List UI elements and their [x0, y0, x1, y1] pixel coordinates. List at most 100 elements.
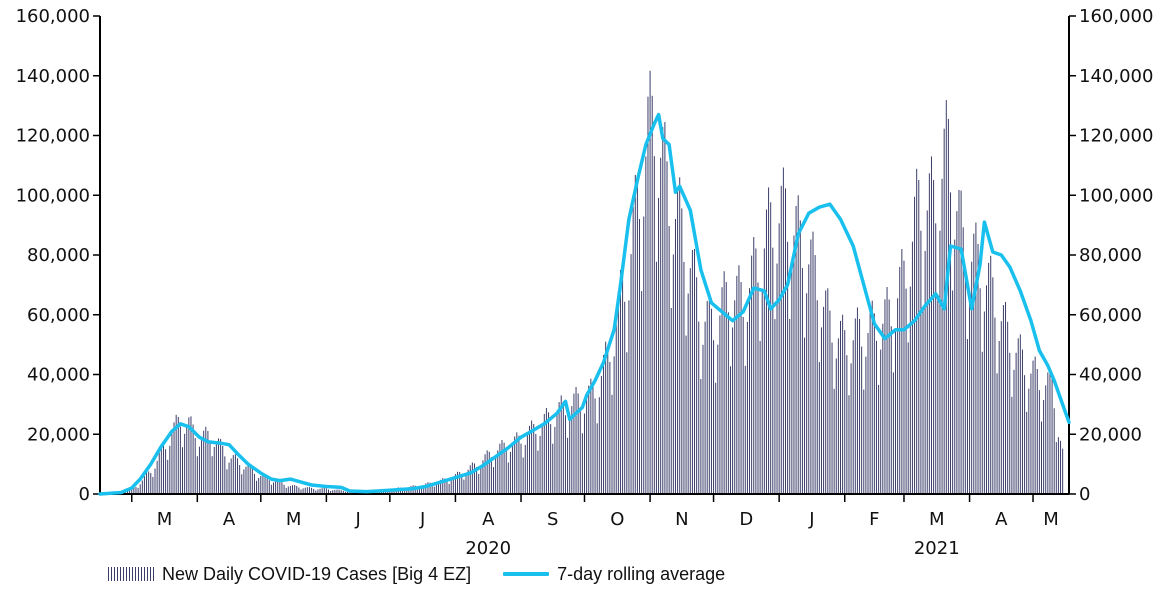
daily-case-bar — [340, 490, 342, 494]
daily-case-bar — [823, 306, 825, 494]
y-tick-label-left: 100,000 — [16, 185, 90, 206]
daily-case-bar — [1032, 360, 1034, 494]
daily-case-bar — [763, 248, 765, 494]
daily-case-bar — [562, 401, 564, 494]
daily-case-bar — [687, 293, 689, 494]
daily-case-bar — [448, 483, 450, 494]
daily-case-bar — [816, 300, 818, 494]
daily-case-bar — [880, 349, 882, 494]
daily-case-bar — [143, 476, 145, 494]
daily-case-bar — [457, 471, 459, 494]
daily-case-bar — [560, 395, 562, 494]
daily-case-bar — [141, 480, 143, 494]
daily-case-bar — [914, 196, 916, 494]
daily-case-bar — [795, 205, 797, 495]
daily-case-bar — [1000, 321, 1002, 494]
daily-case-bar — [842, 314, 844, 494]
daily-case-bar — [829, 310, 831, 494]
daily-case-bar — [810, 239, 812, 494]
daily-case-bar — [903, 260, 905, 494]
daily-case-bar — [964, 272, 966, 494]
daily-case-bar — [704, 321, 706, 494]
daily-case-bar — [497, 450, 499, 494]
daily-case-bar — [302, 488, 304, 494]
daily-case-bar — [774, 319, 776, 494]
daily-case-bar — [778, 223, 780, 494]
daily-case-bar — [920, 230, 922, 494]
daily-case-bar — [588, 385, 590, 494]
daily-case-bar — [1038, 390, 1040, 494]
daily-case-bar — [548, 412, 550, 494]
x-tick-label: D — [739, 509, 753, 530]
daily-case-bar — [630, 254, 632, 494]
daily-case-bar — [435, 484, 437, 494]
daily-case-bar — [655, 261, 657, 494]
daily-case-bar — [281, 482, 283, 494]
daily-case-bar — [528, 425, 530, 494]
daily-case-bar — [689, 268, 691, 494]
daily-cases-bars — [120, 70, 1064, 495]
daily-case-bar — [708, 292, 710, 494]
daily-case-bar — [184, 433, 186, 494]
daily-case-bar — [907, 342, 909, 494]
daily-case-bar — [545, 407, 547, 494]
daily-case-bar — [878, 384, 880, 494]
daily-case-bar — [1028, 388, 1030, 494]
y-tick-label-left: 80,000 — [27, 245, 90, 266]
daily-case-bar — [579, 408, 581, 494]
daily-case-bar — [192, 424, 194, 494]
daily-case-bar — [1040, 421, 1042, 494]
daily-case-bar — [954, 239, 956, 494]
daily-case-bar — [232, 455, 234, 494]
daily-case-bar — [311, 487, 313, 494]
daily-case-bar — [416, 486, 418, 494]
daily-case-bar — [279, 480, 281, 494]
daily-case-bar — [990, 255, 992, 494]
daily-case-bar — [736, 275, 738, 494]
daily-case-bar — [315, 490, 317, 494]
daily-case-bar — [1005, 301, 1007, 494]
daily-case-bar — [230, 458, 232, 494]
daily-case-bar — [653, 156, 655, 494]
daily-case-bar — [201, 438, 203, 494]
daily-case-bar — [674, 218, 676, 494]
daily-case-bar — [710, 308, 712, 494]
daily-case-bar — [175, 414, 177, 494]
daily-case-bar — [996, 373, 998, 494]
daily-case-bar — [956, 211, 958, 494]
daily-case-bar — [691, 249, 693, 494]
daily-case-bar — [552, 443, 554, 494]
y-tick-label-right: 120,000 — [1079, 126, 1153, 147]
daily-case-bar — [1007, 321, 1009, 494]
daily-case-bar — [897, 298, 899, 494]
legend-item-daily-cases: New Daily COVID-19 Cases [Big 4 EZ] — [108, 564, 471, 585]
daily-case-bar — [1045, 385, 1047, 494]
daily-case-bar — [150, 473, 152, 494]
daily-case-bar — [1015, 352, 1017, 494]
x-tick-label: M — [929, 509, 945, 530]
daily-case-bar — [859, 318, 861, 494]
daily-case-bar — [865, 356, 867, 494]
y-tick-label-right: 100,000 — [1079, 185, 1153, 206]
daily-case-bar — [768, 187, 770, 494]
daily-case-bar — [245, 466, 247, 494]
daily-case-bar — [649, 70, 651, 494]
daily-case-bar — [469, 465, 471, 494]
daily-case-bar — [482, 460, 484, 494]
covid-cases-chart: 0 0 20,000 20,000 40,000 40,000 60,000 60,000 80… — [16, 6, 1154, 559]
daily-case-bar — [892, 372, 894, 494]
daily-case-bar — [844, 330, 846, 494]
x-tick-label: N — [675, 509, 688, 530]
daily-case-bar — [848, 395, 850, 494]
daily-case-bar — [1057, 437, 1059, 494]
daily-case-bar — [782, 167, 784, 495]
daily-case-bar — [308, 487, 310, 494]
daily-case-bar — [875, 340, 877, 494]
daily-case-bar — [937, 297, 939, 494]
x-tick-label: M — [1043, 509, 1059, 530]
daily-case-bar — [668, 226, 670, 495]
daily-case-bar — [442, 478, 444, 494]
daily-case-bar — [808, 264, 810, 494]
daily-case-bar — [217, 438, 219, 494]
daily-case-bar — [895, 330, 897, 494]
